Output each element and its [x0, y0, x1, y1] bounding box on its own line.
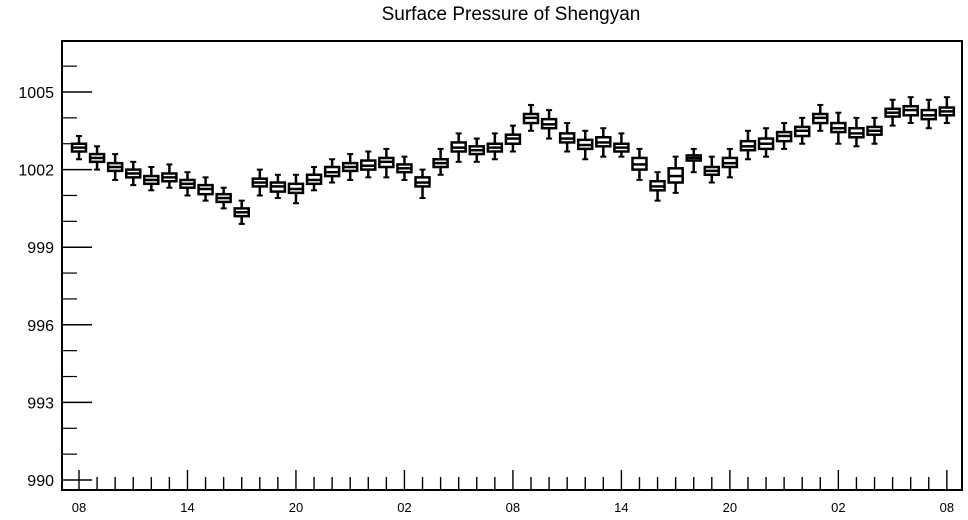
x-tick-label: 08 — [506, 500, 520, 515]
box-item — [848, 116, 865, 148]
box-item — [70, 134, 88, 161]
box-item — [468, 137, 486, 163]
box-item — [775, 122, 793, 150]
x-tick-label: 20 — [289, 500, 303, 515]
box-item — [613, 132, 630, 158]
box-item — [540, 109, 558, 140]
x-tick-label: 02 — [397, 500, 411, 515]
x-tick-label: 08 — [72, 500, 86, 515]
box-item — [558, 122, 576, 153]
box-item — [595, 127, 612, 158]
box-item — [124, 160, 142, 187]
box-item — [884, 98, 901, 127]
x-tick-label: 02 — [831, 500, 845, 515]
box-item — [576, 129, 594, 161]
box-item — [721, 147, 739, 179]
y-tick-label: 1002 — [18, 163, 54, 180]
box-item — [649, 171, 666, 202]
box-item — [269, 173, 287, 200]
box-item — [305, 166, 323, 192]
box-item — [866, 116, 883, 145]
box-item — [143, 166, 160, 192]
y-tick-label: 996 — [27, 318, 54, 335]
x-axis: 08 14 20 02 08 14 20 02 08 — [72, 470, 954, 515]
box-item — [215, 186, 232, 210]
box-item — [450, 132, 467, 163]
x-tick-label: 08 — [940, 500, 954, 515]
box-item — [161, 163, 178, 189]
box-item — [830, 111, 847, 145]
box-item — [739, 129, 757, 161]
box-item — [920, 98, 938, 130]
y-tick-label: 990 — [27, 473, 54, 490]
box-item — [233, 199, 250, 225]
box-item — [396, 155, 413, 181]
box-item — [106, 153, 124, 181]
box-item — [432, 147, 449, 176]
box-item — [88, 145, 106, 171]
box-item — [812, 103, 829, 132]
plot-frame — [61, 40, 963, 491]
y-tick-label: 1005 — [18, 85, 54, 102]
box-item — [486, 132, 504, 161]
box-item — [631, 147, 648, 181]
x-tick-label: 14 — [180, 500, 194, 515]
box-item — [378, 147, 395, 179]
box-series — [70, 96, 956, 225]
box-item — [703, 155, 721, 184]
box-item — [522, 103, 540, 132]
box-item — [504, 124, 522, 153]
box-item — [323, 158, 341, 184]
x-tick-label: 20 — [723, 500, 737, 515]
box-item — [902, 96, 919, 125]
box-item — [179, 171, 196, 197]
y-axis: 990 993 996 999 1002 1005 — [18, 65, 92, 490]
box-item — [287, 173, 305, 205]
box-item — [251, 168, 269, 197]
box-item — [685, 147, 702, 174]
y-tick-label: 993 — [27, 395, 54, 412]
box-item — [360, 150, 377, 179]
box-item — [414, 168, 431, 200]
y-tick-label: 999 — [27, 240, 54, 257]
box-item — [793, 116, 811, 145]
box-item — [197, 176, 214, 202]
box-item — [341, 153, 359, 181]
x-tick-label: 14 — [614, 500, 628, 515]
box-item — [757, 127, 775, 158]
box-item — [938, 96, 956, 125]
chart-title: Surface Pressure of Shengyan — [381, 4, 641, 25]
box-item — [667, 155, 684, 194]
